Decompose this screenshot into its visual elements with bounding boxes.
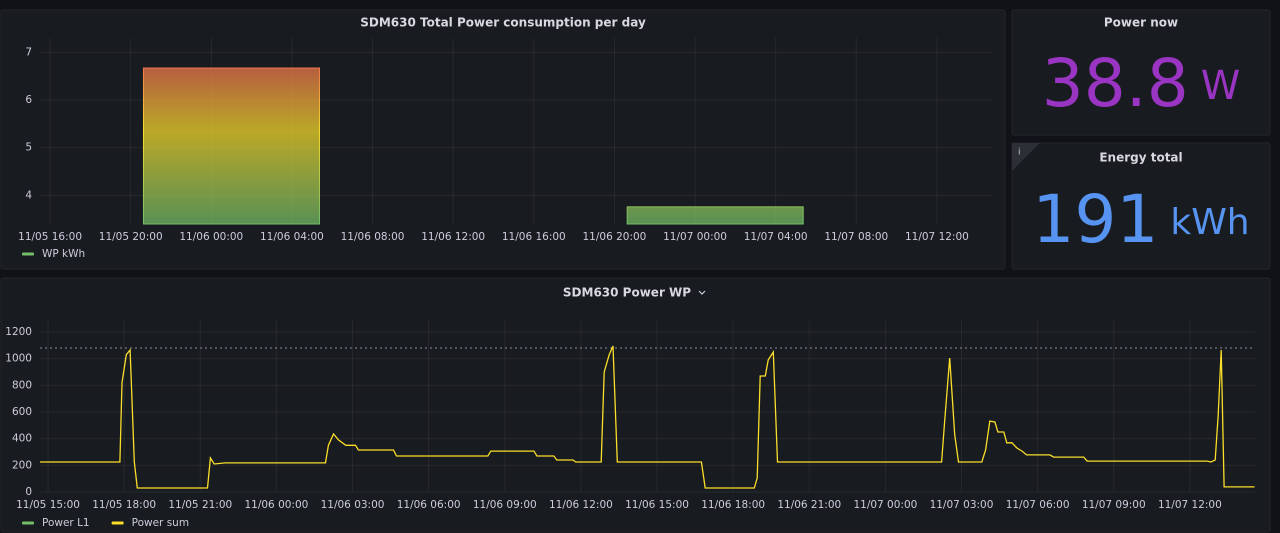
panel — [0, 277, 1271, 533]
stat-unit: W — [1201, 63, 1241, 109]
y-tick-label: 0 — [25, 486, 32, 498]
bar — [142, 67, 320, 225]
x-tick-label: 11/05 21:00 — [168, 499, 232, 511]
stat-number: 191 — [1032, 181, 1158, 258]
x-tick-label: 11/06 00:00 — [244, 499, 308, 511]
x-tick-label: 11/05 15:00 — [16, 499, 80, 511]
legend-swatch — [22, 252, 34, 256]
x-tick-label: 11/06 15:00 — [625, 499, 689, 511]
x-tick-label: 11/06 03:00 — [321, 499, 385, 511]
x-tick-label: 11/07 08:00 — [824, 231, 888, 243]
bar — [626, 206, 804, 225]
menu-chevron[interactable] — [698, 290, 706, 295]
x-tick-label: 11/06 00:00 — [179, 231, 243, 243]
line-series — [40, 345, 1255, 489]
x-tick-label: 11/05 16:00 — [18, 231, 82, 243]
x-tick-label: 11/06 09:00 — [473, 499, 537, 511]
x-tick-label: 11/06 12:00 — [421, 231, 485, 243]
x-tick-label: 11/07 03:00 — [930, 499, 994, 511]
legend-swatch — [22, 521, 34, 525]
x-tick-label: 11/06 18:00 — [701, 499, 765, 511]
stat-title: Power now — [1104, 16, 1178, 30]
legend-label[interactable]: Power sum — [132, 517, 189, 529]
x-tick-label: 11/05 20:00 — [99, 231, 163, 243]
x-tick-label: 11/07 04:00 — [744, 231, 808, 243]
y-tick-label: 1200 — [5, 326, 32, 338]
y-tick-label: 6 — [25, 94, 32, 106]
x-tick-label: 11/07 00:00 — [663, 231, 727, 243]
x-tick-label: 11/06 08:00 — [341, 231, 405, 243]
x-tick-label: 11/06 21:00 — [777, 499, 841, 511]
panel — [1011, 9, 1271, 136]
stat-title: Energy total — [1099, 151, 1182, 165]
chart-title[interactable]: SDM630 Power WP — [563, 286, 691, 300]
x-tick-label: 11/06 06:00 — [397, 499, 461, 511]
x-tick-label: 11/06 04:00 — [260, 231, 324, 243]
stat-number: 38.8 — [1042, 45, 1189, 122]
panel — [1011, 142, 1271, 270]
x-tick-label: 11/06 12:00 — [549, 499, 613, 511]
y-tick-label: 1000 — [5, 353, 32, 365]
info-corner[interactable] — [1012, 143, 1040, 171]
stat-value: 38.8 W — [1042, 45, 1241, 122]
legend-label[interactable]: Power L1 — [42, 517, 90, 529]
y-tick-label: 4 — [25, 189, 32, 201]
x-tick-label: 11/05 18:00 — [92, 499, 156, 511]
stat-unit: kWh — [1170, 202, 1249, 243]
x-tick-label: 11/07 12:00 — [1158, 499, 1222, 511]
x-tick-label: 11/07 09:00 — [1082, 499, 1146, 511]
y-tick-label: 200 — [12, 459, 32, 471]
y-tick-label: 5 — [25, 142, 32, 154]
y-tick-label: 800 — [12, 379, 32, 391]
x-tick-label: 11/07 00:00 — [853, 499, 917, 511]
x-tick-label: 11/07 12:00 — [905, 231, 969, 243]
legend-swatch — [111, 521, 124, 525]
x-tick-label: 11/06 16:00 — [502, 231, 566, 243]
chart-title: SDM630 Total Power consumption per day — [360, 16, 646, 30]
y-tick-label: 400 — [12, 433, 32, 445]
y-tick-label: 600 — [12, 406, 32, 418]
info-icon[interactable]: i — [1018, 148, 1021, 158]
x-tick-label: 11/07 06:00 — [1006, 499, 1070, 511]
y-tick-label: 7 — [25, 46, 32, 58]
x-tick-label: 11/06 20:00 — [582, 231, 646, 243]
legend-label[interactable]: WP kWh — [42, 248, 85, 260]
stat-value: 191 kWh — [1032, 181, 1249, 258]
